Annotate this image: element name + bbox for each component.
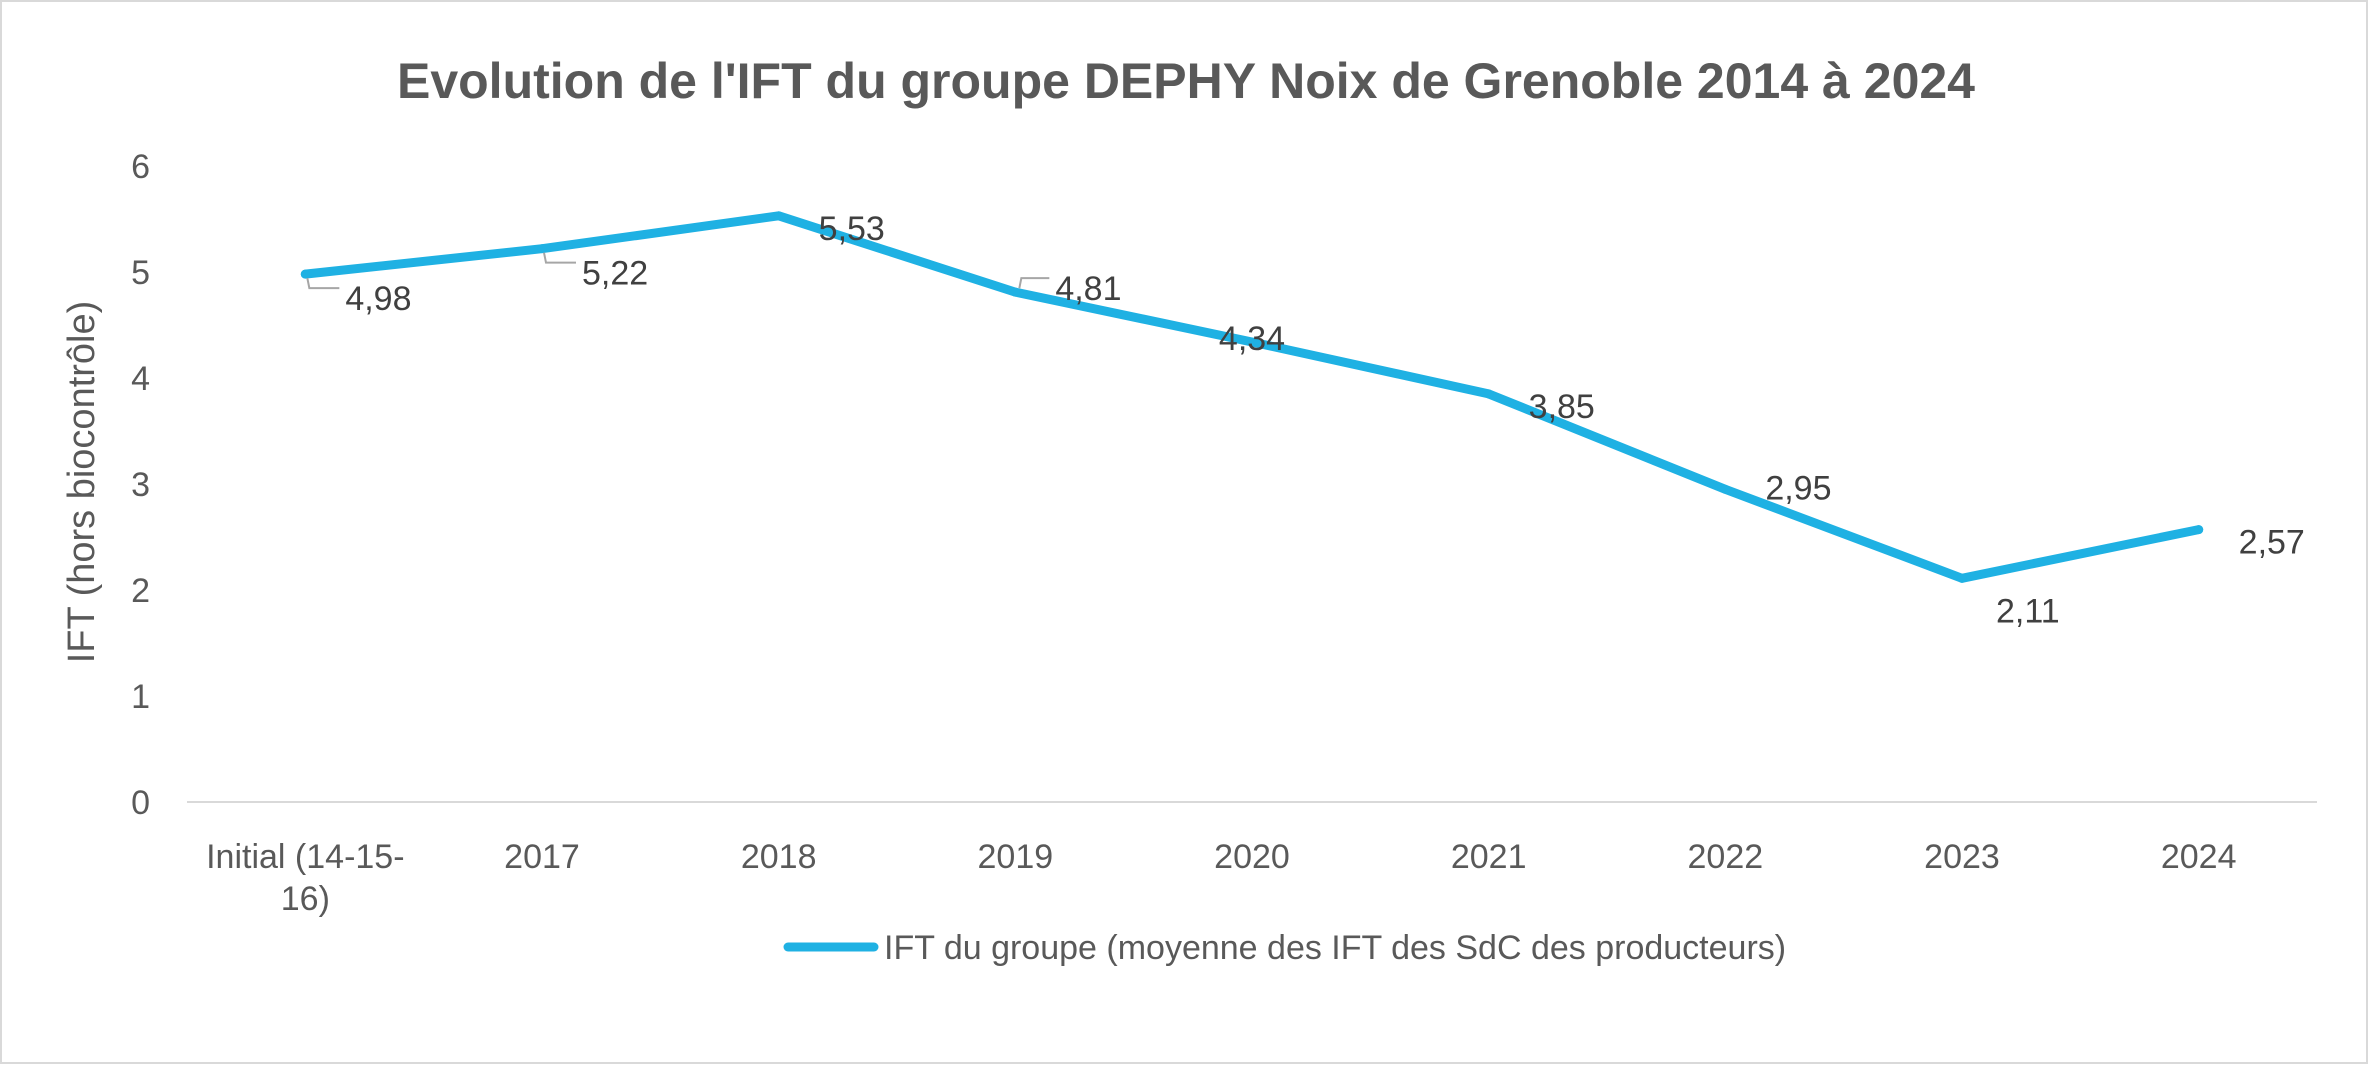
x-tick-label: 2017 bbox=[504, 838, 580, 876]
data-label: 4,98 bbox=[345, 280, 411, 318]
data-label: 2,95 bbox=[1765, 469, 1831, 507]
x-tick-label: 2020 bbox=[1214, 838, 1290, 876]
y-tick-label: 5 bbox=[131, 254, 150, 292]
data-label: 4,34 bbox=[1219, 320, 1285, 358]
data-point bbox=[537, 244, 547, 254]
data-labels: 4,98 5,22 5,53 4,81 4,34 3,85 2,95 2,11 2,57 bbox=[306, 210, 2305, 630]
x-tick-label: 2023 bbox=[1924, 838, 2000, 876]
data-label: 5,53 bbox=[819, 210, 885, 248]
data-point bbox=[1484, 389, 1494, 399]
y-tick-label: 4 bbox=[131, 360, 150, 398]
data-label: 5,22 bbox=[582, 255, 648, 293]
data-point bbox=[2194, 525, 2204, 535]
y-axis-label: IFT (hors biocontrôle) bbox=[61, 301, 103, 664]
chart-title: Evolution de l'IFT du groupe DEPHY Noix … bbox=[397, 53, 1975, 109]
x-tick-label: 2021 bbox=[1451, 838, 1527, 876]
data-label: 2,11 bbox=[1996, 592, 2060, 630]
x-axis-ticks: Initial (14-15-16) 2017 2018 2019 2020 2021 20… bbox=[206, 838, 2236, 918]
x-tick-label: 2024 bbox=[2161, 838, 2237, 876]
data-label-leader bbox=[543, 252, 576, 264]
data-label: 4,81 bbox=[1055, 270, 1121, 308]
legend: IFT du groupe (moyenne des IFT des SdC d… bbox=[783, 929, 1786, 967]
series-layer bbox=[300, 211, 2204, 583]
y-axis-ticks: 0 1 2 3 4 5 6 bbox=[131, 148, 150, 822]
x-tick-label: 2022 bbox=[1688, 838, 1764, 876]
data-label-leader bbox=[1018, 277, 1050, 289]
y-tick-label: 6 bbox=[131, 148, 150, 186]
data-point bbox=[774, 211, 784, 221]
data-point bbox=[1247, 337, 1257, 347]
y-tick-label: 1 bbox=[131, 678, 150, 716]
data-label-leader bbox=[306, 277, 340, 290]
x-tick-label: 2019 bbox=[978, 838, 1054, 876]
y-tick-label: 0 bbox=[131, 784, 150, 822]
y-tick-label: 3 bbox=[131, 466, 150, 504]
data-point bbox=[1957, 573, 1967, 583]
data-point bbox=[1010, 287, 1020, 297]
data-label: 2,57 bbox=[2239, 524, 2305, 562]
data-point bbox=[300, 269, 310, 279]
legend-label: IFT du groupe (moyenne des IFT des SdC d… bbox=[884, 929, 1786, 967]
data-label: 3,85 bbox=[1529, 388, 1595, 426]
x-tick-label: Initial (14-15-16) bbox=[206, 838, 404, 918]
x-tick-label: 2018 bbox=[741, 838, 817, 876]
data-point bbox=[1720, 484, 1730, 494]
y-tick-label: 2 bbox=[131, 572, 150, 610]
